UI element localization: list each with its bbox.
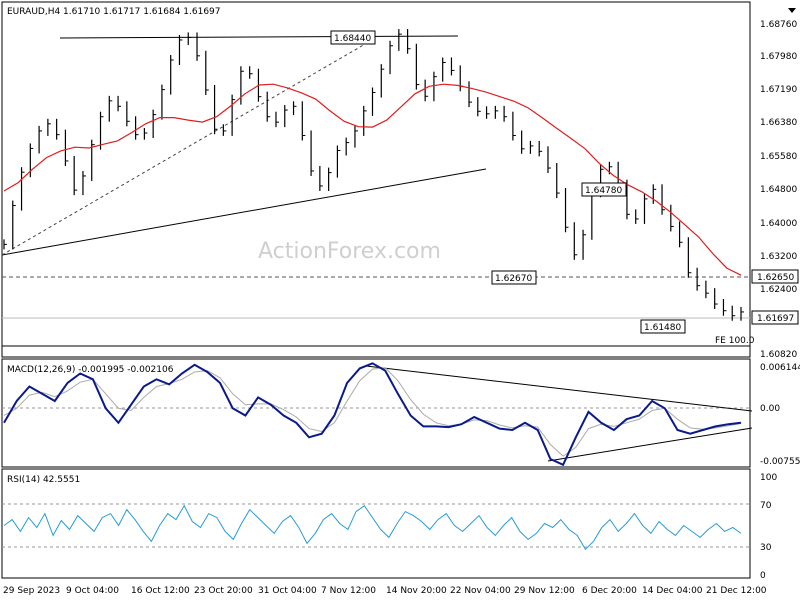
annotation-1-62670: 1.62670 (491, 270, 537, 285)
level-tag-1-62650: 1.62650 (751, 269, 799, 284)
macd-tick-label: 0.006144 (760, 363, 800, 373)
current-price-tag: 1.61697 (751, 310, 799, 325)
annotation-1-61480: 1.61480 (640, 319, 686, 334)
price-tick-label: 1.64800 (760, 185, 797, 195)
price-tick-label: 1.67190 (760, 85, 797, 95)
annotation-1-68440: 1.68440 (330, 30, 376, 45)
annotation-label: 1.61480 (644, 323, 681, 333)
macd-line (3, 362, 742, 467)
watermark: ActionForex.com (258, 239, 441, 264)
time-tick-label: 6 Dec 20:00 (582, 586, 637, 596)
price-tick-label: 1.60820 (760, 350, 797, 360)
support-trendline (1, 168, 487, 256)
time-tick-label: 21 Dec 12:00 (706, 586, 767, 596)
time-tick-label: 23 Oct 20:00 (194, 586, 253, 596)
rsi-tick-label: 70 (760, 501, 772, 511)
time-tick-label: 14 Nov 20:00 (386, 586, 447, 596)
price-tick-label: 1.63200 (760, 252, 797, 262)
time-tick-label: 31 Oct 04:00 (258, 586, 317, 596)
resistance-line (59, 35, 459, 39)
rsi-tick-label: 100 (760, 473, 777, 483)
rsi-panel: RSI(14) 42.5551 100 70 30 0 (1, 468, 777, 581)
price-bars (3, 29, 744, 321)
time-tick-label: 14 Dec 04:00 (642, 586, 703, 596)
time-axis: 29 Sep 2023 9 Oct 04:00 16 Oct 12:00 23 … (3, 586, 767, 596)
rsi-tick-label: 0 (760, 571, 766, 581)
moving-average-line (3, 83, 742, 276)
price-tick-label: 1.67980 (760, 52, 797, 62)
macd-panel-title: MACD(12,26,9) -0.001995 -0.002106 (7, 365, 174, 375)
price-panel-title: EURAUD,H4 1.61710 1.61717 1.61684 1.6169… (7, 7, 221, 17)
dashed-trendline (1, 39, 373, 256)
price-tick-label: 1.65580 (760, 152, 797, 162)
annotation-1-64780: 1.64780 (581, 182, 627, 197)
current-price-label: 1.61697 (757, 314, 794, 324)
fe-100-label: FE 100.0 (715, 336, 755, 346)
time-tick-label: 29 Nov 12:00 (514, 586, 575, 596)
rsi-line (3, 504, 742, 551)
price-tick-label: 1.68760 (760, 20, 797, 30)
time-tick-label: 7 Nov 12:00 (321, 586, 376, 596)
annotation-label: 1.68440 (334, 34, 371, 44)
time-tick-label: 16 Oct 12:00 (131, 586, 190, 596)
rsi-panel-title: RSI(14) 42.5551 (7, 475, 80, 485)
price-tick-label: 1.64000 (760, 219, 797, 229)
annotation-label: 1.62670 (495, 274, 532, 284)
price-panel-frame (1, 1, 751, 358)
time-tick-label: 29 Sep 2023 (3, 586, 60, 596)
dropdown-arrow-icon[interactable] (788, 8, 796, 13)
annotation-label: 1.64780 (585, 186, 622, 196)
rsi-tick-label: 30 (760, 543, 772, 553)
macd-panel-frame (1, 358, 751, 468)
macd-lower-trendline (547, 427, 753, 462)
macd-tick-label: 0.00 (760, 404, 780, 414)
macd-upper-trendline (365, 365, 753, 412)
price-tick-label: 1.66380 (760, 118, 797, 128)
macd-tick-label: -0.007555 (760, 457, 800, 467)
macd-panel: MACD(12,26,9) -0.001995 -0.002106 0.0061… (1, 358, 800, 468)
price-panel: ActionForex.com 1.68440 1.64780 1.62670 … (1, 1, 799, 360)
price-tick-label: 1.62400 (760, 285, 797, 295)
time-tick-label: 9 Oct 04:00 (66, 586, 119, 596)
time-tick-label: 22 Nov 04:00 (450, 586, 511, 596)
level-tag-label: 1.62650 (757, 273, 794, 283)
